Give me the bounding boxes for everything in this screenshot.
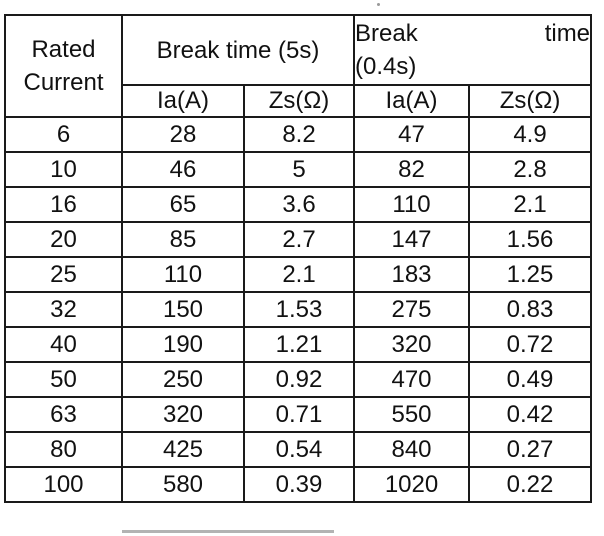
cell-zs-5s: 0.39: [242, 466, 356, 503]
cell-zs-04s: 1.56: [468, 221, 593, 258]
cell-rated: 80: [4, 431, 123, 468]
cell-ia-04s: 147: [353, 221, 471, 258]
cell-zs-5s: 2.7: [242, 221, 356, 258]
cell-ia-04s: 275: [353, 291, 471, 328]
table-row: 63 320 0.71 550 0.42: [4, 396, 593, 433]
table-row: 100 580 0.39 1020 0.22: [4, 466, 593, 503]
cell-zs-5s: 0.71: [242, 396, 356, 433]
header-time-word: time: [544, 20, 591, 47]
header-sub-row: Ia(A) Zs(Ω) Ia(A) Zs(Ω): [5, 84, 593, 118]
cell-ia-04s: 320: [353, 326, 471, 363]
table-row: 80 425 0.54 840 0.27: [4, 431, 593, 468]
cell-ia-04s: 110: [353, 186, 471, 223]
cell-zs-5s: 3.6: [242, 186, 356, 223]
cell-ia-04s: 550: [353, 396, 471, 433]
cell-zs-04s: 4.9: [468, 116, 593, 153]
cell-ia-04s: 470: [353, 361, 471, 398]
cell-zs-5s: 2.1: [242, 256, 356, 293]
cell-zs-04s: 2.8: [468, 151, 593, 188]
cell-ia-04s: 47: [353, 116, 471, 153]
cell-zs-04s: 2.1: [468, 186, 593, 223]
header-rated-current: Rated Current: [4, 14, 123, 118]
cell-zs-04s: 0.42: [468, 396, 593, 433]
table-row: 6 28 8.2 47 4.9: [4, 116, 593, 153]
subheader-ia-04s: Ia(A): [353, 84, 471, 118]
cell-zs-5s: 8.2: [242, 116, 356, 153]
cell-zs-5s: 5: [242, 151, 356, 188]
cell-zs-04s: 0.72: [468, 326, 593, 363]
cell-rated: 25: [4, 256, 123, 293]
break-time-table: Rated Current Break time (5s) Break time…: [4, 14, 593, 503]
cell-rated: 50: [4, 361, 123, 398]
cell-rated: 32: [4, 291, 123, 328]
cell-zs-5s: 0.54: [242, 431, 356, 468]
table-row: 50 250 0.92 470 0.49: [4, 361, 593, 398]
cell-ia-04s: 840: [353, 431, 471, 468]
cell-ia-5s: 65: [121, 186, 245, 223]
smudge-artifact: [122, 530, 334, 533]
header-break-time-04s-line1: Break time: [355, 17, 591, 50]
cell-zs-5s: 1.53: [242, 291, 356, 328]
table-row: 16 65 3.6 110 2.1: [4, 186, 593, 223]
cell-ia-5s: 46: [121, 151, 245, 188]
table-row: 10 46 5 82 2.8: [4, 151, 593, 188]
cell-zs-5s: 0.92: [242, 361, 356, 398]
header-break-word: Break: [355, 20, 418, 47]
cell-zs-5s: 1.21: [242, 326, 356, 363]
cell-ia-5s: 320: [121, 396, 245, 433]
header-04s-label: (0.4s): [355, 53, 417, 80]
cell-rated: 40: [4, 326, 123, 363]
cell-rated: 6: [4, 116, 123, 153]
cell-zs-04s: 1.25: [468, 256, 593, 293]
cell-ia-5s: 190: [121, 326, 245, 363]
cell-zs-04s: 0.83: [468, 291, 593, 328]
cell-ia-04s: 183: [353, 256, 471, 293]
cell-rated: 10: [4, 151, 123, 188]
cell-ia-04s: 1020: [353, 466, 471, 503]
cell-rated: 16: [4, 186, 123, 223]
subheader-zs-5s: Zs(Ω): [242, 84, 356, 118]
cell-rated: 20: [4, 221, 123, 258]
cell-zs-04s: 0.49: [468, 361, 593, 398]
speck-artifact: [377, 3, 380, 6]
cell-ia-04s: 82: [353, 151, 471, 188]
table-row: 20 85 2.7 147 1.56: [4, 221, 593, 258]
subheader-ia-5s: Ia(A): [121, 84, 245, 118]
cell-ia-5s: 250: [121, 361, 245, 398]
table-row: 32 150 1.53 275 0.83: [4, 291, 593, 328]
cell-ia-5s: 28: [121, 116, 245, 153]
cell-rated: 100: [4, 466, 123, 503]
cell-ia-5s: 580: [121, 466, 245, 503]
cell-rated: 63: [4, 396, 123, 433]
cell-ia-5s: 150: [121, 291, 245, 328]
header-break-time-04s: Break time (0.4s): [353, 14, 593, 86]
cell-ia-5s: 110: [121, 256, 245, 293]
table-row: 40 190 1.21 320 0.72: [4, 326, 593, 363]
cell-ia-5s: 425: [121, 431, 245, 468]
subheader-zs-04s: Zs(Ω): [468, 84, 593, 118]
table-row: 25 110 2.1 183 1.25: [4, 256, 593, 293]
cell-ia-5s: 85: [121, 221, 245, 258]
cell-zs-04s: 0.27: [468, 431, 593, 468]
header-break-time-5s: Break time (5s): [120, 14, 356, 86]
header-group-row: Rated Current Break time (5s) Break time…: [4, 14, 593, 118]
cell-zs-04s: 0.22: [468, 466, 593, 503]
